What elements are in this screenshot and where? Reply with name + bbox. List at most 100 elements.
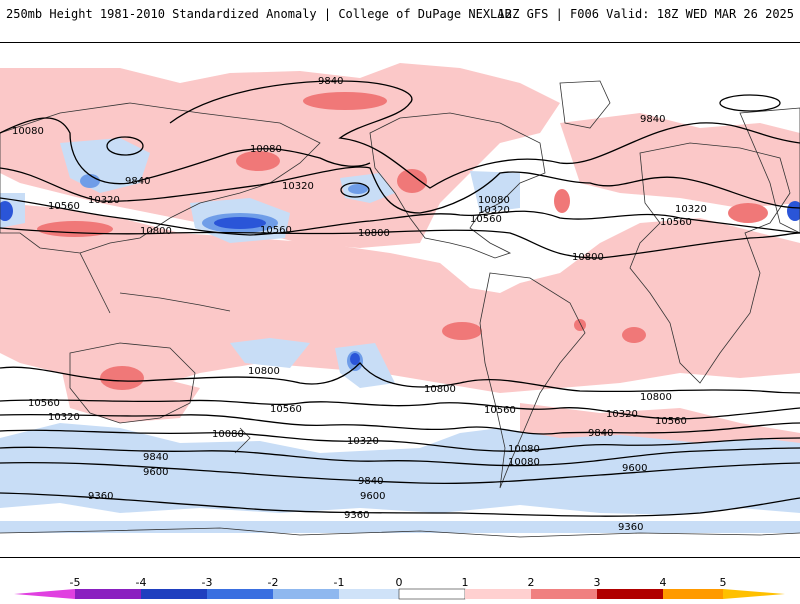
contour-label: 10080 — [478, 195, 510, 206]
closed-low — [719, 94, 781, 112]
closed-low — [340, 182, 370, 198]
colorbar-tick: 0 — [395, 576, 403, 589]
contour-label: 10800 — [424, 384, 456, 395]
negative-anomaly-core — [214, 217, 266, 229]
contour-label: 10320 — [606, 409, 638, 420]
contour-10320 — [0, 166, 800, 214]
colorbar-segment — [75, 589, 141, 599]
contour-label: 10800 — [140, 226, 172, 237]
colorbar-segment — [398, 588, 466, 600]
contour-label: 9840 — [358, 476, 383, 487]
contour-label: 10560 — [484, 405, 516, 416]
contour-9840-south — [0, 446, 800, 467]
negative-anomaly-area — [230, 338, 310, 368]
positive-anomaly-core — [554, 189, 570, 213]
contour-labels: 9840 10080 9840 10080 10320 10560 10320 … — [12, 76, 707, 533]
colorbar-tick: -1 — [333, 576, 345, 589]
colorbar-tick: 4 — [659, 576, 667, 589]
positive-anomaly-core — [622, 327, 646, 343]
positive-anomaly-area — [60, 363, 200, 423]
map-canvas: 9840 10080 9840 10080 10320 10560 10320 … — [0, 63, 800, 538]
colorbar-graphic — [14, 588, 785, 600]
colorbar-tick: 5 — [719, 576, 727, 589]
negative-anomaly-core — [0, 201, 13, 221]
contour-label: 10560 — [470, 214, 502, 225]
colorbar-tick: -4 — [135, 576, 147, 589]
contour-label: 10080 — [212, 429, 244, 440]
positive-anomaly-core — [236, 151, 280, 171]
run-info: 12Z GFS | F006 Valid: 18Z WED MAR 26 202… — [497, 7, 794, 21]
contour-label: 10320 — [88, 195, 120, 206]
contour-9600 — [0, 462, 800, 485]
contour-10560-south — [0, 399, 800, 420]
negative-anomaly-core — [787, 201, 800, 221]
positive-anomaly-area — [560, 113, 800, 208]
colorbar-tick: -5 — [69, 576, 81, 589]
contour-label: 9840 — [125, 176, 150, 187]
positive-anomaly-core — [397, 169, 427, 193]
negative-anomaly-area — [470, 171, 520, 213]
positive-anomaly-core — [303, 92, 387, 110]
contour-9360 — [0, 492, 800, 517]
contour-label: 9840 — [318, 76, 343, 87]
contour-label: 10080 — [508, 457, 540, 468]
contour-label: 9360 — [88, 491, 113, 502]
colorbar-tick: 2 — [527, 576, 535, 589]
contour-label: 10800 — [248, 366, 280, 377]
header: 250mb Height 1981-2010 Standardized Anom… — [0, 0, 800, 30]
contour-label: 9840 — [143, 452, 168, 463]
contour-label: 10800 — [358, 228, 390, 239]
negative-anomaly-area — [0, 423, 800, 515]
contour-label: 10800 — [640, 392, 672, 403]
height-contours — [0, 80, 800, 517]
positive-anomaly-area — [0, 63, 560, 248]
contour-label: 10560 — [260, 225, 292, 236]
colorbar-max-arrow — [723, 589, 785, 599]
contour-label: 10320 — [675, 204, 707, 215]
contour-10560 — [0, 197, 800, 236]
contour-label: 10560 — [655, 416, 687, 427]
map-title: 250mb Height 1981-2010 Standardized Anom… — [6, 7, 512, 21]
contour-label: 10560 — [270, 404, 302, 415]
contour-10800 — [0, 227, 800, 259]
colorbar-segment — [141, 589, 207, 599]
colorbar-tick: -3 — [201, 576, 213, 589]
contour-label: 10320 — [282, 181, 314, 192]
contour-10320-south — [0, 413, 800, 435]
anomaly-map: 9840 10080 9840 10080 10320 10560 10320 … — [0, 42, 800, 558]
contour-label: 9840 — [640, 114, 665, 125]
contour-label: 9360 — [344, 510, 369, 521]
colorbar-segment — [597, 589, 663, 599]
contour-label: 10320 — [347, 436, 379, 447]
contour-9840-north — [169, 80, 800, 189]
colorbar-min-arrow — [14, 589, 75, 599]
colorbar-segment — [339, 589, 399, 599]
closed-low — [106, 136, 144, 156]
contour-label: 9600 — [622, 463, 647, 474]
contour-10080-asia — [0, 117, 371, 185]
positive-anomaly-core — [442, 322, 482, 340]
contour-10800-south — [0, 362, 800, 394]
colorbar-segment — [273, 589, 339, 599]
contour-label: 10080 — [250, 144, 282, 155]
positive-anomaly-core — [37, 221, 113, 237]
positive-anomaly-core — [100, 366, 144, 390]
negative-anomaly-core — [80, 174, 100, 188]
colorbar-tick: -2 — [267, 576, 279, 589]
colorbar-segment — [207, 589, 273, 599]
negative-anomaly-core — [348, 184, 368, 194]
contour-label: 10560 — [48, 201, 80, 212]
colorbar-segment — [531, 589, 597, 599]
colorbar-segment — [663, 589, 723, 599]
contour-label: 10080 — [12, 126, 44, 137]
positive-anomaly-core — [728, 203, 768, 223]
colorbar-tick: 3 — [593, 576, 601, 589]
contour-label: 10560 — [660, 217, 692, 228]
contour-label: 10320 — [478, 205, 510, 216]
colorbar-tick: 1 — [461, 576, 469, 589]
contour-label: 10080 — [508, 444, 540, 455]
contour-label: 10560 — [28, 398, 60, 409]
negative-anomaly-area — [0, 521, 800, 533]
positive-anomaly-area — [0, 203, 800, 393]
contour-label: 9600 — [360, 491, 385, 502]
